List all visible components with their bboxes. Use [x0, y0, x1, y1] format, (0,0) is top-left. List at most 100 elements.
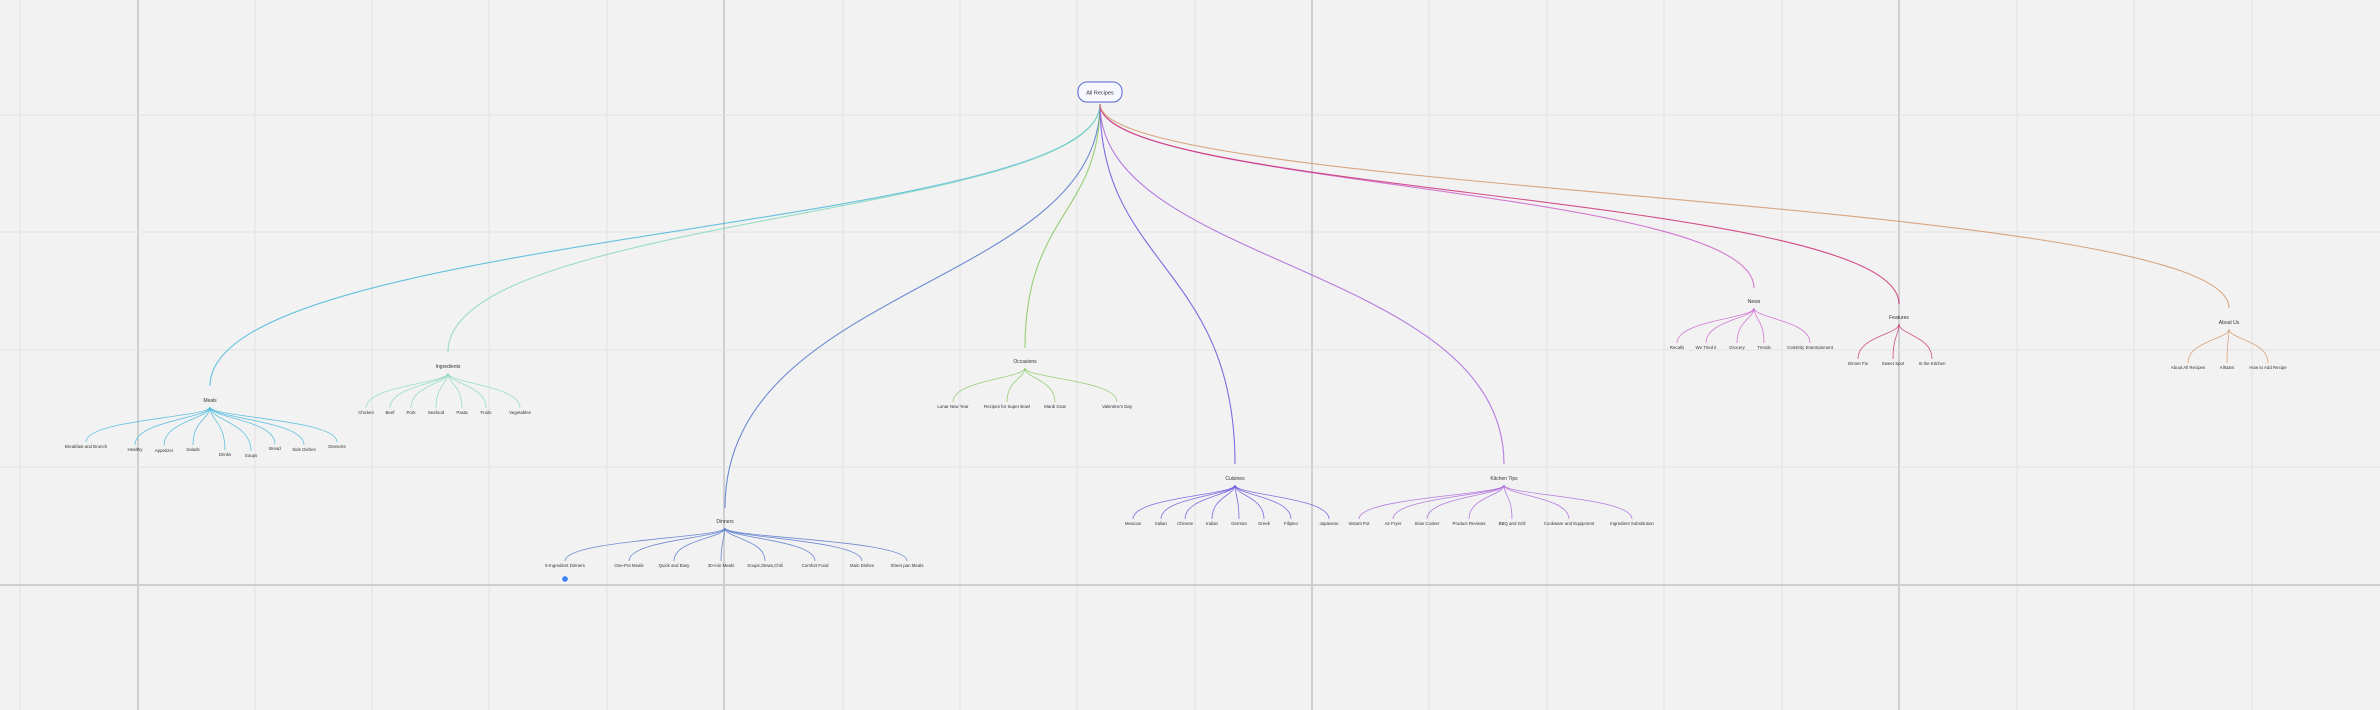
leaf-news-item[interactable]: Trends [1757, 345, 1771, 350]
leaf-meals-item[interactable]: Healthy [128, 447, 144, 452]
edge-meals-child [209, 406, 338, 443]
edge-cuisines-child [1160, 484, 1236, 520]
leaf-meals-item[interactable]: Drinks [219, 452, 232, 457]
leaf-news-item[interactable]: Recalls [1670, 345, 1685, 350]
leaf-meals-item[interactable]: Soups [245, 453, 258, 458]
leaf-ingredients-item[interactable]: Pasta [456, 410, 468, 415]
edge-root-to-dinners [724, 103, 1101, 509]
root-node-box[interactable] [1077, 81, 1123, 103]
leaf-cuisines-item[interactable]: Filipino [1284, 521, 1298, 526]
leaf-kitchen-tips-item[interactable]: Air Fryer [1385, 521, 1402, 526]
edge-dinners-child [724, 527, 908, 562]
leaf-ingredients-item[interactable]: Beef [385, 410, 395, 415]
branch-occasions[interactable]: Occasions [1013, 359, 1037, 365]
leaf-ingredients-item[interactable]: Fruits [481, 410, 493, 415]
edge-kitchen-tips-child [1503, 484, 1513, 520]
edge-ingredients-child [410, 372, 449, 409]
selection-handle[interactable] [561, 575, 569, 583]
branch-features[interactable]: Features [1889, 315, 1909, 321]
leaf-cuisines-item[interactable]: German [1231, 521, 1247, 526]
leaf-about-us-item[interactable]: How to Add Recipe [2249, 365, 2287, 370]
branch-cuisines[interactable]: Cuisines [1225, 476, 1245, 482]
leaf-cuisines-item[interactable]: Chinese [1177, 521, 1194, 526]
leaf-dinners-item[interactable]: One-Pot Meals [614, 563, 644, 568]
leaf-ingredients-item[interactable]: Chicken [358, 410, 374, 415]
edge-ingredients-child [435, 372, 449, 409]
edge-features-child [1857, 323, 1900, 360]
leaf-dinners-item[interactable]: 5-Ingredient Dinners [545, 563, 586, 568]
branch-meals[interactable]: Meals [203, 398, 217, 404]
leaf-kitchen-tips-item[interactable]: Product Reviews [1453, 521, 1487, 526]
edge-dinners-child [673, 527, 726, 562]
leaf-about-us-item[interactable]: Allstars [2220, 365, 2235, 370]
leaf-cuisines-item[interactable]: Indian [1206, 521, 1219, 526]
leaf-kitchen-tips-item[interactable]: BBQ and Grill [1499, 521, 1526, 526]
mindmap-nodes: All Recipes Meals Breakfast and Brunch Hea… [65, 81, 2287, 568]
leaf-meals-item[interactable]: Desserts [328, 444, 346, 449]
leaf-kitchen-tips-item[interactable]: Ingredient Substitution [1610, 521, 1654, 526]
edge-root-to-cuisines [1099, 103, 1236, 465]
edge-root-to-meals [209, 103, 1101, 387]
leaf-features-item[interactable]: Dinner Fix [1848, 361, 1869, 366]
leaf-kitchen-tips-item[interactable]: Cookware and Equipment [1544, 521, 1595, 526]
branch-dinners[interactable]: Dinners [716, 519, 734, 525]
leaf-features-item[interactable]: In the Kitchen [1919, 361, 1946, 366]
edge-occasions-child [1024, 367, 1056, 403]
branch-about-us[interactable]: About Us [2219, 320, 2240, 326]
leaf-kitchen-tips-item[interactable]: Slow Cooker [1415, 521, 1440, 526]
leaf-dinners-item[interactable]: 30-min Meals [708, 563, 735, 568]
leaf-dinners-item[interactable]: Comfort Food [802, 563, 829, 568]
leaf-dinners-item[interactable]: Quick and Easy [659, 563, 691, 568]
leaf-features-item[interactable]: Sweet Spot [1882, 361, 1905, 366]
edge-dinners-child [628, 527, 726, 562]
branch-kitchen-tips[interactable]: Kitchen Tips [1490, 476, 1518, 482]
edge-occasions-child [1024, 367, 1118, 403]
edge-cuisines-child [1234, 484, 1265, 520]
leaf-ingredients-item[interactable]: Pork [406, 410, 416, 415]
edge-occasions-child [1006, 367, 1026, 403]
leaf-cuisines-item[interactable]: Japanese [1319, 521, 1339, 526]
leaf-cuisines-item[interactable]: Greek [1258, 521, 1271, 526]
leaf-meals-item[interactable]: Bread [269, 446, 281, 451]
edge-meals-child [134, 406, 211, 446]
edge-ingredients-child [447, 372, 521, 409]
edge-meals-child [209, 406, 305, 446]
leaf-cuisines-item[interactable]: Italian [1155, 521, 1167, 526]
leaf-cuisines-item[interactable]: Mexican [1125, 521, 1142, 526]
edge-features-child [1892, 323, 1900, 360]
edge-meals-child [209, 406, 252, 452]
edge-news-child [1753, 307, 1811, 344]
root-node[interactable]: All Recipes [1077, 81, 1123, 103]
leaf-dinners-item[interactable]: Soups,Stews,Chili [747, 563, 782, 568]
leaf-meals-item[interactable]: Side Dishes [292, 447, 316, 452]
leaf-about-us-item[interactable]: About All Recipes [2171, 365, 2206, 370]
leaf-news-item[interactable]: Grocery [1729, 345, 1745, 350]
edge-root-to-about-us [1099, 103, 2230, 309]
branch-news[interactable]: News [1748, 299, 1761, 305]
leaf-news-item[interactable]: We Tried it [1696, 345, 1718, 350]
leaf-meals-item[interactable]: Breakfast and Brunch [65, 444, 108, 449]
edge-ingredients-child [365, 372, 449, 409]
edge-occasions-child [952, 367, 1026, 403]
edge-about-us-child [2187, 328, 2230, 364]
mindmap-edges [85, 103, 2269, 562]
leaf-dinners-item[interactable]: Sheet pan Meals [891, 563, 925, 568]
leaf-occasions-item[interactable]: Valentine's Day [1102, 404, 1133, 409]
leaf-occasions-item[interactable]: Mardi Gras [1044, 404, 1067, 409]
leaf-news-item[interactable]: Celebrity Entertainment [1787, 345, 1834, 350]
leaf-dinners-item[interactable]: Main Dishes [850, 563, 875, 568]
edge-features-child [1898, 323, 1933, 360]
leaf-meals-item[interactable]: Salads [186, 447, 200, 452]
edge-ingredients-child [389, 372, 449, 409]
leaf-ingredients-item[interactable]: Vegetables [509, 410, 532, 415]
edge-about-us-child [2228, 328, 2269, 364]
leaf-occasions-item[interactable]: Lunar New Year [937, 404, 969, 409]
leaf-meals-item[interactable]: Appetizer [155, 448, 174, 453]
edge-ingredients-child [447, 372, 487, 409]
edge-cuisines-child [1132, 484, 1236, 520]
leaf-kitchen-tips-item[interactable]: Instant Pot [1349, 521, 1371, 526]
branch-ingredients[interactable]: Ingredients [436, 364, 461, 370]
leaf-occasions-item[interactable]: Recipes for Super Bowl [984, 404, 1030, 409]
leaf-ingredients-item[interactable]: Seafood [428, 410, 445, 415]
